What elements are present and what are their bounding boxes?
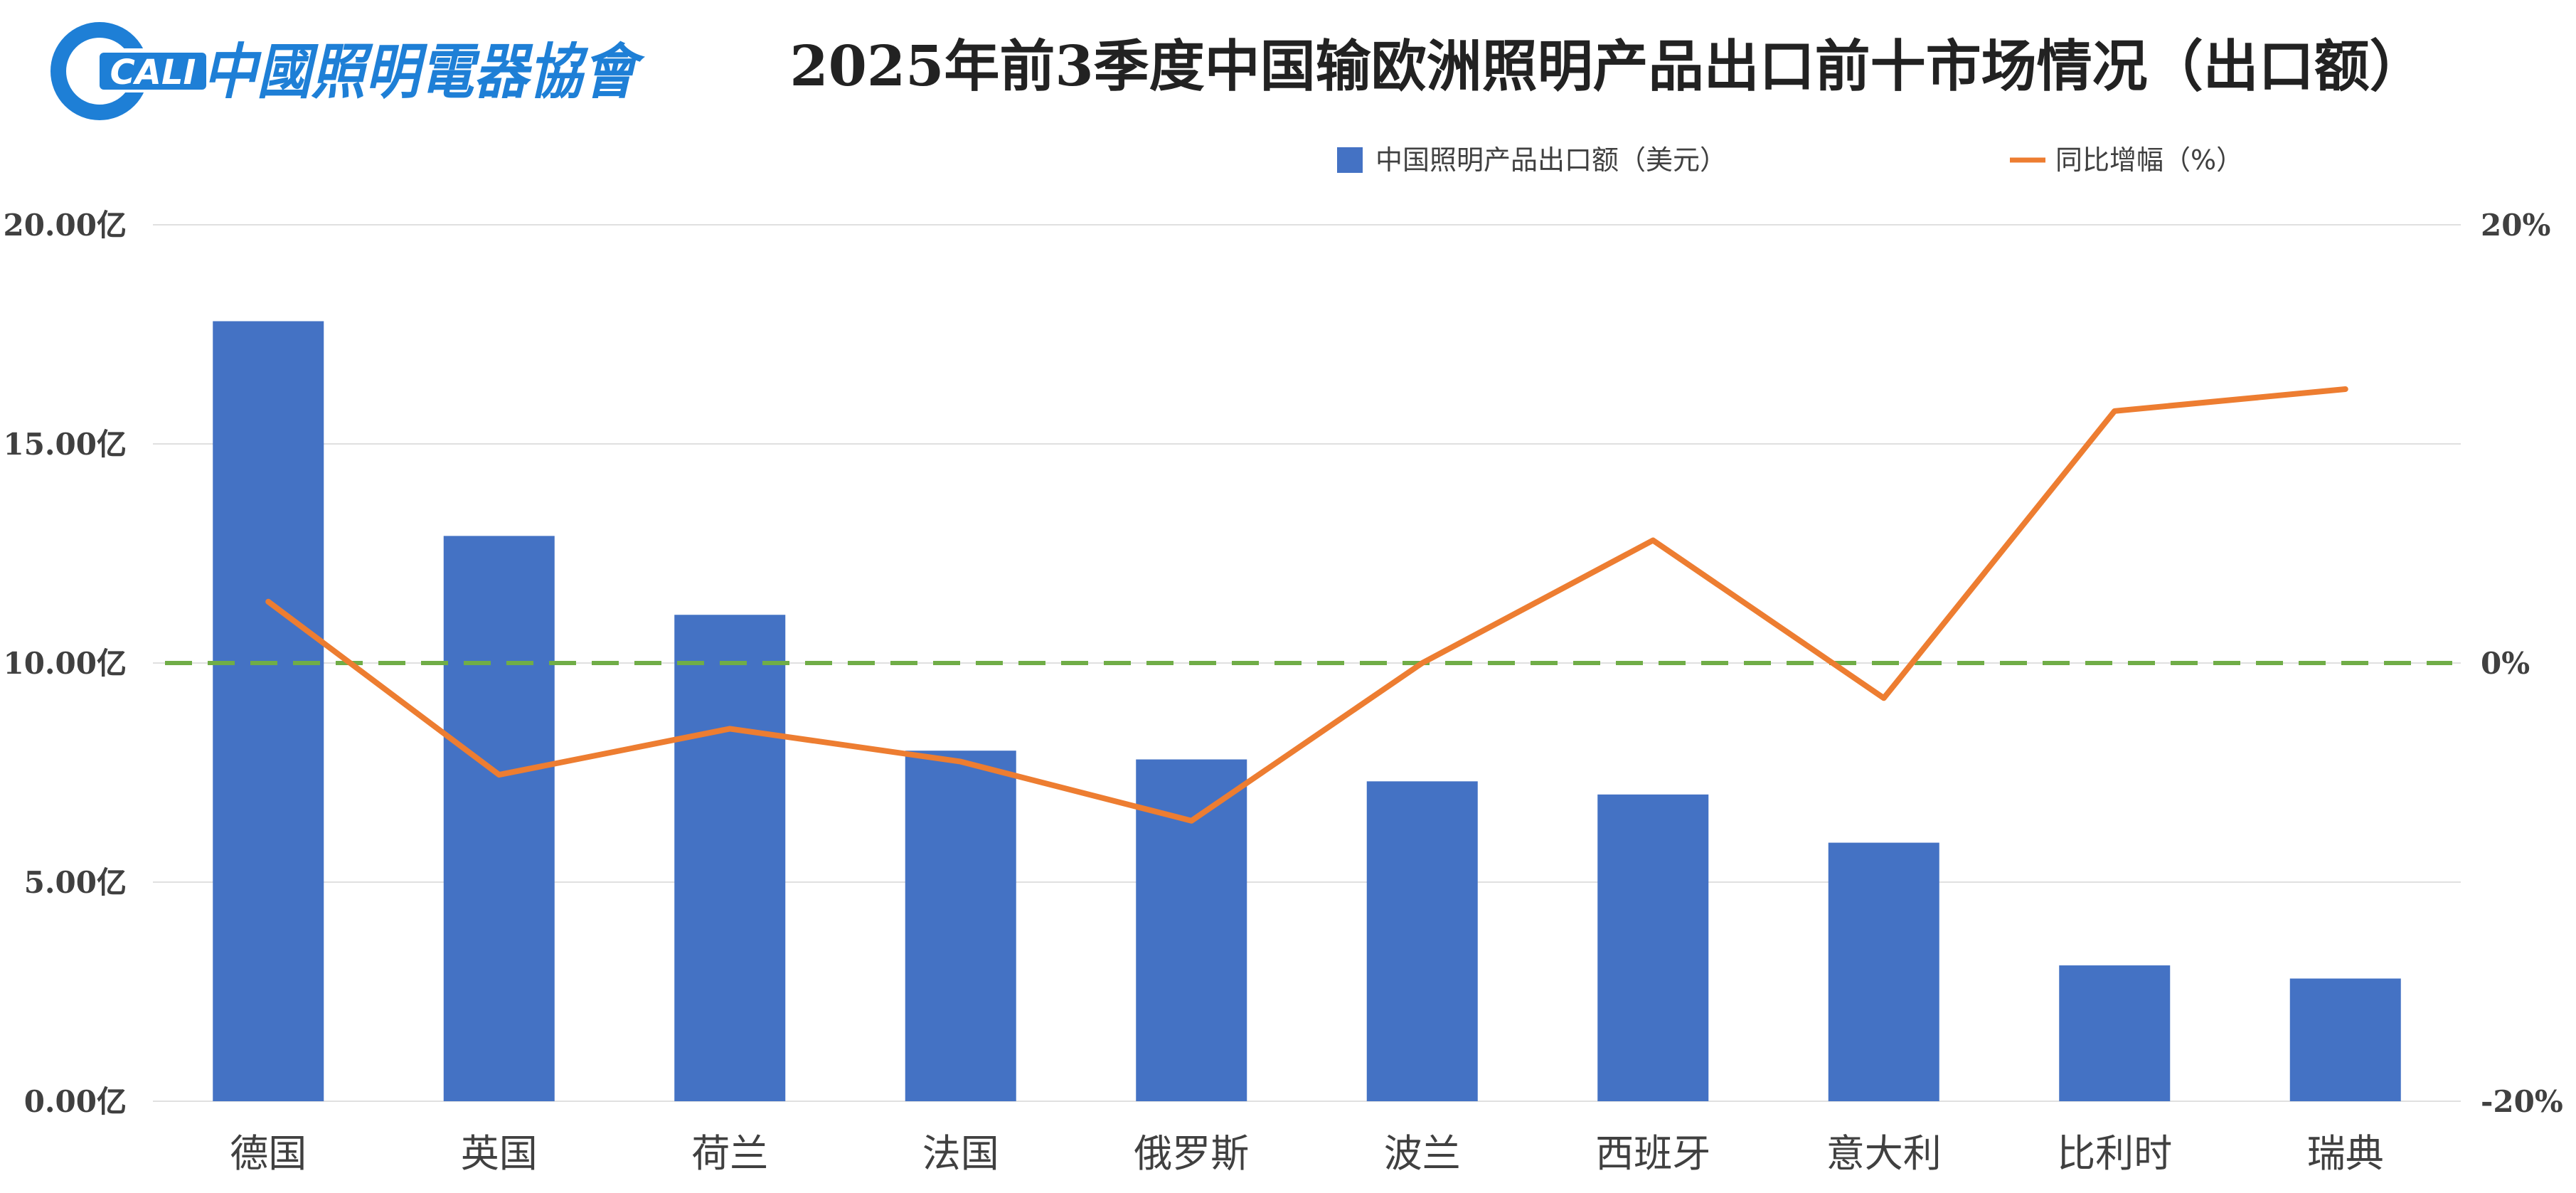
bar — [2289, 978, 2401, 1101]
category-label: 波兰 — [1384, 1131, 1461, 1176]
yoy-point — [1883, 697, 1885, 699]
category-label: 英国 — [461, 1131, 538, 1176]
category-label: 俄罗斯 — [1134, 1131, 1249, 1176]
bar — [213, 321, 324, 1101]
right-axis-ticks: -20% 0% 20% — [2481, 208, 2563, 1119]
yoy-point — [2114, 410, 2116, 412]
legend: 中国照明产品出口额（美元） 同比增幅（%） — [1337, 144, 2243, 176]
yoy-point — [959, 760, 962, 763]
bar — [1366, 781, 1478, 1101]
bar — [1136, 759, 1247, 1101]
left-axis-ticks: 0.00亿 5.00亿 10.00亿 15.00亿 20.00亿 — [3, 208, 127, 1119]
category-label: 西班牙 — [1595, 1131, 1710, 1176]
cali-logo: CALI 中國照明電器協會 — [50, 22, 646, 120]
bars — [213, 321, 2401, 1101]
logo-mark-text: CALI — [110, 53, 196, 92]
yoy-point — [1652, 539, 1654, 541]
bar — [1828, 842, 1939, 1101]
bar — [674, 615, 786, 1101]
left-tick-label: 15.00亿 — [3, 427, 127, 462]
legend-bar-swatch — [1337, 147, 1363, 173]
legend-bar-label: 中国照明产品出口额（美元） — [1375, 144, 1727, 176]
right-tick-label: -20% — [2481, 1084, 2563, 1119]
yoy-point — [267, 600, 270, 603]
category-label: 意大利 — [1826, 1131, 1942, 1176]
left-tick-label: 0.00亿 — [24, 1084, 127, 1119]
category-label: 荷兰 — [691, 1131, 768, 1176]
yoy-point — [2344, 388, 2346, 390]
right-tick-label: 0% — [2481, 646, 2530, 681]
yoy-point — [498, 774, 500, 776]
yoy-point — [729, 728, 731, 730]
category-label: 瑞典 — [2307, 1131, 2384, 1176]
category-label: 德国 — [230, 1131, 307, 1176]
bar — [905, 751, 1016, 1101]
bar — [443, 536, 555, 1101]
left-tick-label: 5.00亿 — [24, 865, 127, 900]
bar — [2059, 965, 2171, 1101]
yoy-growth-line — [265, 386, 2348, 824]
logo-text: 中國照明電器協會 — [203, 36, 646, 107]
left-tick-label: 20.00亿 — [3, 208, 127, 243]
yoy-points — [267, 388, 2346, 822]
category-label: 比利时 — [2057, 1131, 2172, 1176]
left-tick-label: 10.00亿 — [3, 646, 127, 681]
legend-line-label: 同比增幅（%） — [2055, 144, 2243, 176]
bar — [1597, 794, 1709, 1101]
chart-title: 2025年前3季度中国输欧洲照明产品出口前十市场情况（出口额） — [789, 34, 2425, 99]
category-labels: 德国 英国 荷兰 法国 俄罗斯 波兰 西班牙 意大利 比利时 瑞典 — [230, 1131, 2384, 1176]
yoy-point — [1191, 820, 1193, 822]
cali-logo-mark: CALI — [50, 22, 238, 120]
yoy-point — [1421, 662, 1423, 664]
right-tick-label: 20% — [2481, 208, 2550, 243]
category-label: 法国 — [922, 1131, 999, 1176]
